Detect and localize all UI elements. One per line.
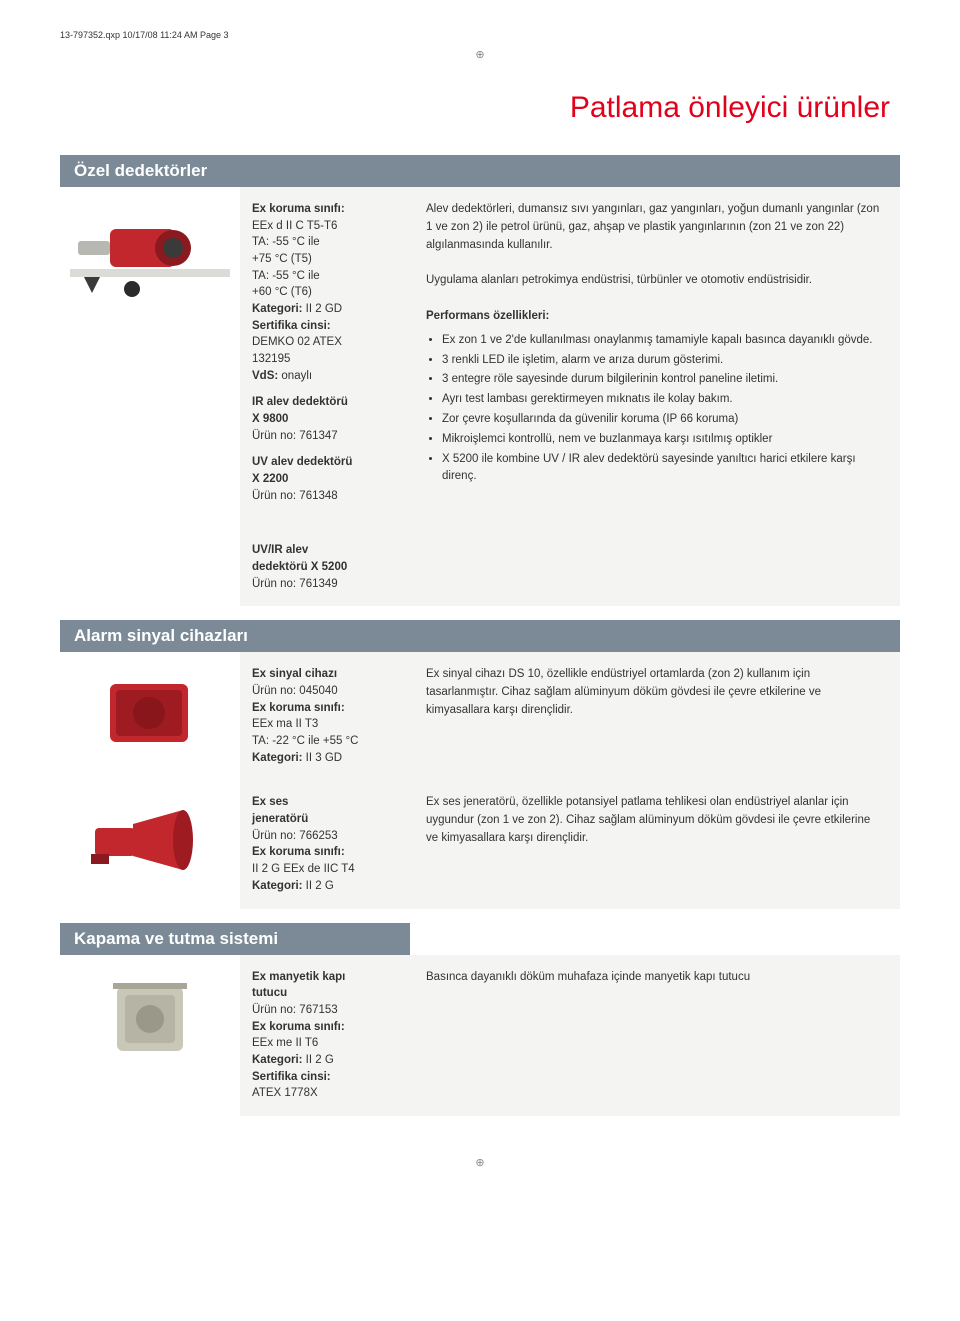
label: Ex sinyal cihazı: [252, 668, 337, 680]
flame-detector-icon: [70, 201, 230, 311]
section-header-detectors: Özel dedektörler: [60, 155, 900, 187]
product-image-cell: [60, 652, 240, 780]
label: Ex koruma sınıfı:: [252, 203, 345, 215]
label: Ex koruma sınıfı:: [252, 702, 345, 714]
product-row: Ex koruma sınıfı: EEx d II C T5-T6 TA: -…: [60, 187, 900, 528]
section-header-alarms: Alarm sinyal cihazları: [60, 620, 900, 652]
list-item: Ex zon 1 ve 2'de kullanılması onaylanmış…: [442, 332, 884, 350]
feature-list: Ex zon 1 ve 2'de kullanılması onaylanmış…: [442, 332, 884, 487]
product-info-cell: Ex koruma sınıfı: EEx d II C T5-T6 TA: -…: [240, 187, 410, 528]
value: Ürün no: 045040: [252, 685, 338, 697]
page: 13-797352.qxp 10/17/08 11:24 AM Page 3 ⊕…: [0, 0, 960, 1209]
label: Kategori:: [252, 752, 302, 764]
value: TA: -55 °C ile: [252, 236, 320, 248]
label: Ex manyetik kapı: [252, 971, 345, 983]
label: X 9800: [252, 413, 288, 425]
value: Ürün no: 766253: [252, 830, 338, 842]
label: Sertifika cinsi:: [252, 1071, 331, 1083]
value: EEx me II T6: [252, 1037, 318, 1049]
value: Ürün no: 761348: [252, 490, 338, 502]
product-info-cell: UV/IR alev dedektörü X 5200 Ürün no: 761…: [240, 528, 410, 606]
crop-mark-top-icon: ⊕: [60, 48, 900, 61]
list-item: Zor çevre koşullarında da güvenilir koru…: [442, 411, 884, 429]
paragraph: Uygulama alanları petrokimya endüstrisi,…: [426, 272, 884, 290]
value: II 3 GD: [302, 752, 342, 764]
signal-device-icon: [90, 666, 210, 756]
print-header: 13-797352.qxp 10/17/08 11:24 AM Page 3: [60, 30, 900, 40]
list-item: 3 entegre röle sayesinde durum bilgileri…: [442, 371, 884, 389]
value: onaylı: [278, 370, 312, 382]
product-row: Ex ses jeneratörü Ürün no: 766253 Ex kor…: [60, 780, 900, 908]
product-desc-cell: Alev dedektörleri, dumansız sıvı yangınl…: [410, 187, 900, 528]
product-image-cell: [60, 955, 240, 1116]
paragraph: Alev dedektörleri, dumansız sıvı yangınl…: [426, 201, 884, 254]
label: Kategori:: [252, 880, 302, 892]
product-row: UV/IR alev dedektörü X 5200 Ürün no: 761…: [60, 528, 900, 606]
product-image-cell: [60, 780, 240, 908]
value: +75 °C (T5): [252, 253, 312, 265]
value: II 2 GD: [302, 303, 342, 315]
value: ATEX 1778X: [252, 1087, 318, 1099]
paragraph: Ex sinyal cihazı DS 10, özellikle endüst…: [426, 666, 884, 719]
label: Kategori:: [252, 1054, 302, 1066]
label: UV/IR alev: [252, 544, 308, 556]
label: UV alev dedektörü: [252, 456, 352, 468]
subheading: Performans özellikleri:: [426, 310, 549, 322]
value: DEMKO 02 ATEX: [252, 336, 342, 348]
section-header-holder: Kapama ve tutma sistemi: [60, 923, 410, 955]
label: IR alev dedektörü: [252, 396, 348, 408]
sound-generator-icon: [85, 794, 215, 884]
product-row: Ex manyetik kapı tutucu Ürün no: 767153 …: [60, 955, 900, 1116]
value: II 2 G EEx de IIC T4: [252, 863, 355, 875]
value: TA: -22 °C ile +55 °C: [252, 735, 358, 747]
label: VdS:: [252, 370, 278, 382]
value: EEx d II C T5-T6: [252, 220, 337, 232]
value: +60 °C (T6): [252, 286, 312, 298]
product-info-cell: Ex sinyal cihazı Ürün no: 045040 Ex koru…: [240, 652, 410, 780]
door-holder-icon: [95, 969, 205, 1069]
paragraph: Basınca dayanıklı döküm muhafaza içinde …: [426, 969, 884, 987]
label: X 2200: [252, 473, 288, 485]
value: II 2 G: [302, 1054, 333, 1066]
product-desc-cell: Ex ses jeneratörü, özellikle potansiyel …: [410, 780, 900, 908]
value: TA: -55 °C ile: [252, 270, 320, 282]
value: 132195: [252, 353, 290, 365]
label: Ex koruma sınıfı:: [252, 846, 345, 858]
value: Ürün no: 767153: [252, 1004, 338, 1016]
label: dedektörü X 5200: [252, 561, 347, 573]
product-desc-cell: [410, 528, 900, 606]
product-row: Ex sinyal cihazı Ürün no: 045040 Ex koru…: [60, 652, 900, 780]
value: Ürün no: 761347: [252, 430, 338, 442]
label: tutucu: [252, 987, 287, 999]
label: Ex koruma sınıfı:: [252, 1021, 345, 1033]
page-title: Patlama önleyici ürünler: [60, 91, 900, 125]
value: II 2 G: [302, 880, 333, 892]
label: Sertifika cinsi:: [252, 320, 331, 332]
value: Ürün no: 761349: [252, 578, 338, 590]
list-item: Mikroişlemci kontrollü, nem ve buzlanmay…: [442, 431, 884, 449]
list-item: 3 renkli LED ile işletim, alarm ve arıza…: [442, 352, 884, 370]
product-image-cell: [60, 187, 240, 528]
product-desc-cell: Basınca dayanıklı döküm muhafaza içinde …: [410, 955, 900, 1116]
label: Kategori:: [252, 303, 302, 315]
label: jeneratörü: [252, 813, 308, 825]
value: EEx ma II T3: [252, 718, 318, 730]
list-item: X 5200 ile kombine UV / IR alev dedektör…: [442, 451, 884, 487]
paragraph: Ex ses jeneratörü, özellikle potansiyel …: [426, 794, 884, 847]
product-info-cell: Ex ses jeneratörü Ürün no: 766253 Ex kor…: [240, 780, 410, 908]
crop-mark-bottom-icon: ⊕: [60, 1156, 900, 1169]
product-image-cell: [60, 528, 240, 606]
product-desc-cell: Ex sinyal cihazı DS 10, özellikle endüst…: [410, 652, 900, 780]
label: Ex ses: [252, 796, 288, 808]
product-info-cell: Ex manyetik kapı tutucu Ürün no: 767153 …: [240, 955, 410, 1116]
list-item: Ayrı test lambası gerektirmeyen mıknatıs…: [442, 391, 884, 409]
